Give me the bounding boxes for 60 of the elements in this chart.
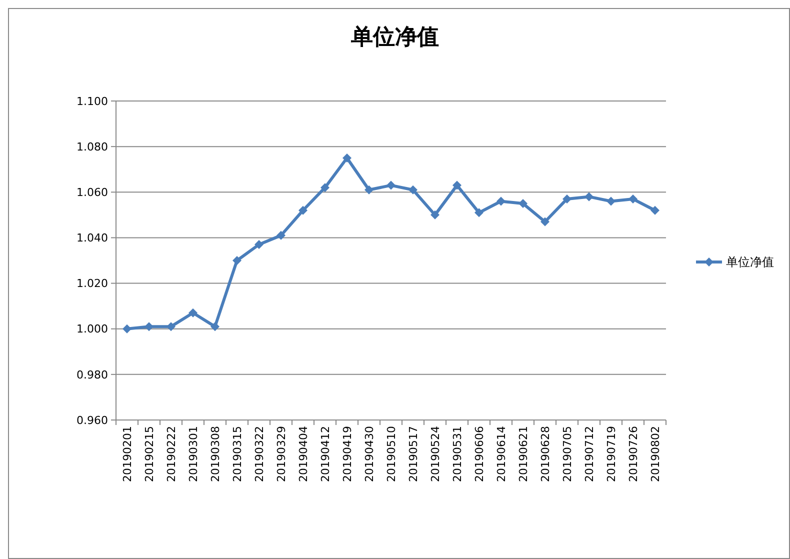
point — [562, 194, 572, 204]
x-tick-label: 20190329 — [274, 426, 288, 482]
x-tick-label: 20190301 — [186, 426, 200, 482]
point — [166, 322, 176, 332]
point — [606, 196, 616, 206]
x-tick-label: 20190322 — [252, 426, 266, 482]
x-tick-label: 20190430 — [362, 426, 376, 482]
point — [122, 324, 132, 334]
y-tick-label: 0.980 — [76, 368, 108, 382]
point — [496, 196, 506, 206]
x-tick-label: 20190222 — [164, 426, 178, 482]
point — [584, 192, 594, 202]
x-tick-label: 20190215 — [142, 426, 156, 482]
y-tick-label: 1.060 — [76, 186, 108, 199]
point — [276, 230, 286, 240]
x-tick-label: 20190712 — [582, 426, 596, 482]
x-tick-label: 20190628 — [538, 426, 552, 482]
point — [364, 185, 374, 194]
y-tick-label: 1.040 — [76, 232, 108, 245]
x-tick-label: 20190404 — [296, 426, 310, 482]
point — [342, 153, 352, 162]
point — [298, 206, 308, 215]
point — [320, 183, 330, 192]
y-tick-label: 1.100 — [76, 94, 108, 108]
x-tick-label: 20190719 — [604, 426, 618, 482]
x-tick-label: 20190705 — [560, 426, 574, 482]
point — [452, 180, 462, 190]
y-tick-label: 1.000 — [76, 322, 108, 336]
point — [518, 199, 528, 208]
point — [628, 194, 638, 204]
x-tick-label: 20190614 — [494, 426, 508, 482]
x-tick-label: 20190802 — [648, 426, 662, 482]
point — [210, 322, 220, 332]
x-tick-label: 20190412 — [318, 426, 332, 482]
legend-label: 单位净值 — [726, 255, 774, 270]
chart-title: 单位净值 — [350, 24, 439, 50]
point — [386, 180, 396, 190]
point — [232, 256, 242, 265]
x-tick-label: 20190531 — [450, 426, 464, 482]
x-tick-label: 20190621 — [516, 426, 530, 482]
y-tick-label: 1.080 — [76, 140, 108, 154]
x-tick-label: 20190419 — [340, 426, 354, 482]
x-tick-label: 20190524 — [428, 426, 442, 482]
x-tick-label: 20190201 — [120, 426, 134, 482]
y-tick-label: 1.020 — [76, 277, 108, 290]
x-tick-label: 20190606 — [472, 426, 486, 482]
point — [540, 217, 550, 226]
x-tick-label: 20190510 — [384, 426, 398, 482]
point — [430, 210, 440, 220]
point — [474, 208, 484, 218]
point — [408, 185, 418, 194]
x-tick-label: 20190517 — [406, 426, 420, 482]
point — [188, 308, 198, 318]
x-tick-label: 20190726 — [626, 426, 640, 482]
point — [650, 206, 660, 215]
point — [254, 240, 264, 250]
x-tick-label: 20190308 — [208, 426, 222, 482]
point — [144, 322, 154, 332]
y-tick-label: 0.960 — [76, 414, 108, 427]
x-tick-label: 20190315 — [230, 426, 244, 482]
